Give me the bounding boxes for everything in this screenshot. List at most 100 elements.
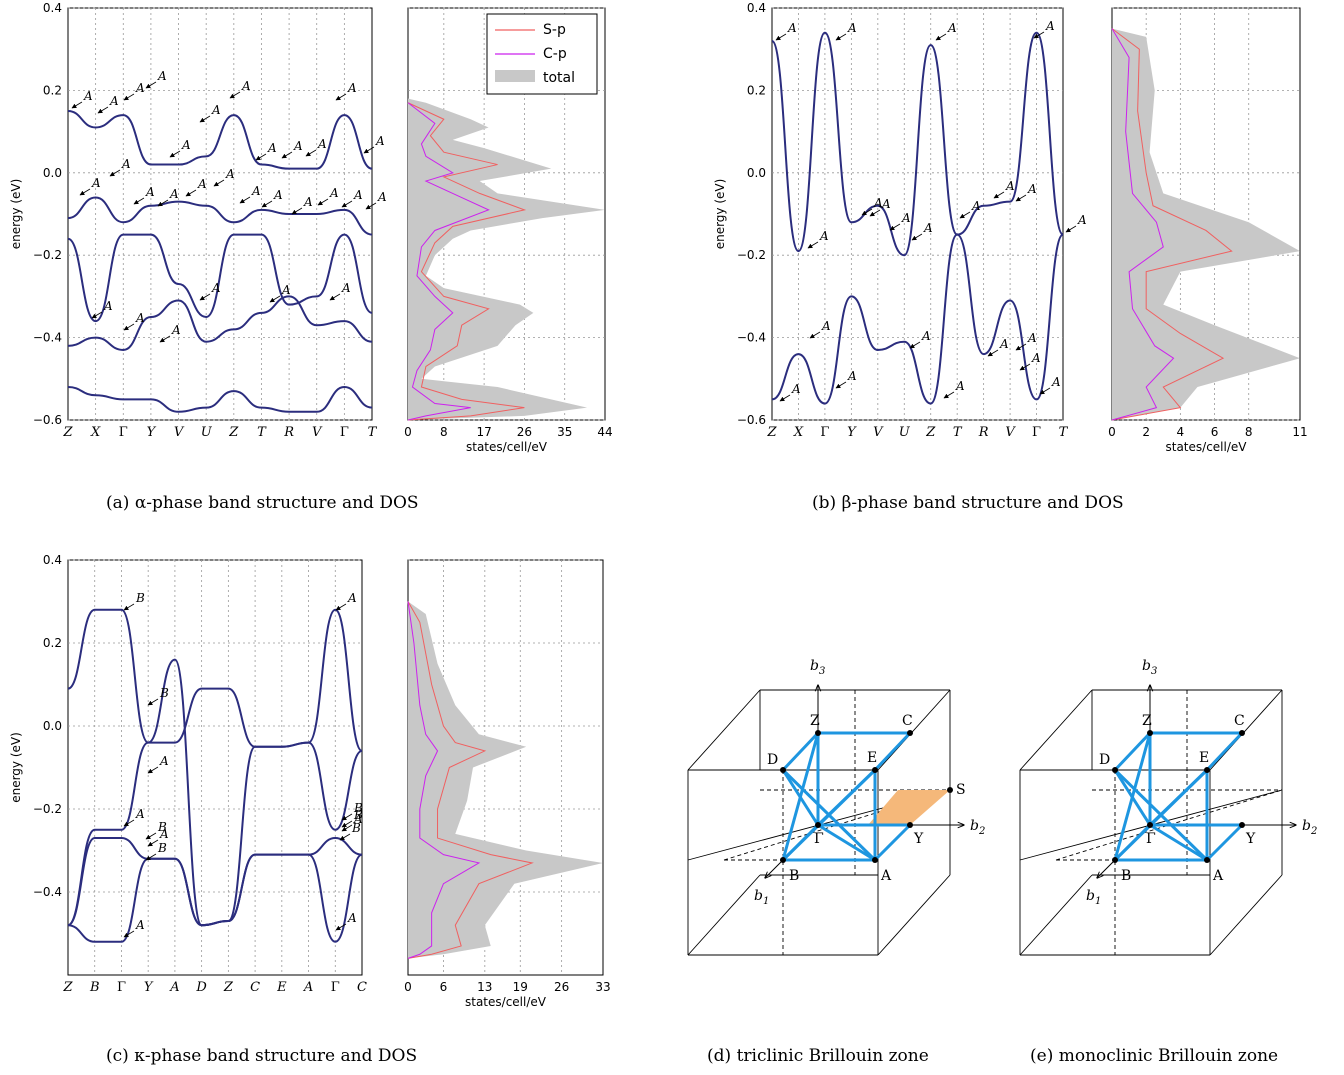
bz-path-segment (873, 731, 912, 772)
bz-point (815, 730, 821, 736)
y-tick-label: 0.4 (43, 1, 62, 15)
irrep-label: A (1027, 331, 1037, 345)
kpoint-label: U (201, 425, 213, 440)
y-tick-label: −0.2 (33, 248, 62, 262)
kpoint-label: X (90, 425, 101, 440)
irrep-arrow (281, 151, 293, 159)
irrep-arrow (199, 115, 211, 123)
irrep-label: A (329, 186, 339, 200)
caption-a: (a) α-phase band structure and DOS (106, 493, 419, 513)
irrep-label: A (157, 69, 167, 83)
irrep-arrow (1033, 31, 1045, 39)
irrep-arrow (1019, 363, 1031, 371)
irrep-label: A (347, 911, 357, 925)
band-line (67, 295, 373, 351)
irrep-label: A (145, 185, 155, 199)
bz-point (780, 767, 786, 773)
bz-edge (1209, 689, 1283, 771)
bz-point (815, 822, 821, 828)
bz-point-label: D (1099, 752, 1110, 768)
band-line (67, 110, 373, 170)
kpoint-label: V (312, 425, 323, 440)
irrep-arrow (157, 199, 169, 207)
dos-total-area (408, 601, 603, 959)
irrep-arrow (145, 81, 157, 89)
kpoint-label: A (303, 980, 313, 995)
irrep-arrow (199, 293, 211, 301)
bz-point-label: D (767, 752, 778, 768)
irrep-arrow (147, 839, 159, 847)
caption-d: (d) triclinic Brillouin zone (707, 1046, 929, 1066)
dos-tick-label: 2 (1142, 425, 1150, 439)
bz-edge (1019, 689, 1093, 771)
kpoint-label: R (978, 425, 989, 440)
band-line (67, 386, 373, 413)
irrep-label: A (1005, 179, 1015, 193)
bz-point-label: A (880, 868, 892, 884)
irrep-label: A (273, 188, 283, 202)
bz-point (1147, 822, 1153, 828)
band-line (67, 658, 363, 927)
irrep-arrow (809, 331, 821, 339)
irrep-label: A (1031, 351, 1041, 365)
irrep-arrow (987, 349, 999, 357)
irrep-label: A (103, 299, 113, 313)
irrep-label: A (847, 369, 857, 383)
kpoint-label: Y (847, 425, 857, 440)
irrep-label: B (157, 820, 167, 834)
irrep-arrow (363, 146, 375, 154)
irrep-arrow (335, 603, 347, 611)
irrep-label: A (135, 81, 145, 95)
kpoint-label: X (793, 425, 804, 440)
bz-path-segment (1113, 731, 1152, 772)
dos-tick-label: 35 (557, 425, 572, 439)
irrep-arrow (779, 394, 791, 402)
bz-point (1112, 767, 1118, 773)
irrep-label: A (181, 138, 191, 152)
band-line (67, 853, 363, 943)
irrep-arrow (213, 179, 225, 187)
irrep-arrow (133, 197, 145, 205)
irrep-label: A (281, 283, 291, 297)
kpoint-label: R (283, 425, 294, 440)
bz-point-label: Z (1142, 713, 1152, 729)
irrep-label: A (293, 139, 303, 153)
kpoint-label: T (368, 425, 378, 440)
irrep-label: A (819, 229, 829, 243)
irrep-arrow (935, 33, 947, 41)
irrep-arrow (123, 603, 135, 611)
y-tick-label: 0.0 (43, 166, 62, 180)
irrep-label: A (171, 323, 181, 337)
band-line (67, 233, 373, 323)
kpoint-label: D (195, 980, 207, 995)
bz-edge (687, 874, 761, 956)
irrep-label: A (787, 21, 797, 35)
bz-point (872, 767, 878, 773)
kpoint-label: Y (144, 980, 154, 995)
bz-point-label: A (1212, 868, 1224, 884)
bz-edge (877, 689, 951, 771)
y-tick-label: −0.2 (33, 802, 62, 816)
irrep-arrow (835, 33, 847, 41)
irrep-arrow (335, 93, 347, 101)
dos-tick-label: 33 (595, 980, 610, 994)
bz-axis-label: b1 (1086, 888, 1101, 907)
bz-point-label: C (902, 713, 913, 729)
irrep-label: A (197, 177, 207, 191)
bz-path-segment (781, 732, 820, 861)
dos-tick-label: 26 (517, 425, 532, 439)
irrep-label: A (821, 319, 831, 333)
bz-point (947, 787, 953, 793)
irrep-label: A (947, 21, 957, 35)
irrep-label: A (241, 79, 251, 93)
irrep-arrow (911, 233, 923, 241)
irrep-arrow (123, 819, 135, 827)
dos-x-axis-label: states/cell/eV (1166, 440, 1248, 454)
irrep-arrow (169, 150, 181, 158)
irrep-arrow (147, 766, 159, 774)
y-tick-label: 0.2 (43, 636, 62, 650)
dos-sp-line (1111, 28, 1233, 421)
dos-sp-line (407, 102, 527, 421)
irrep-arrow (305, 149, 317, 157)
irrep-label: B (351, 821, 361, 835)
